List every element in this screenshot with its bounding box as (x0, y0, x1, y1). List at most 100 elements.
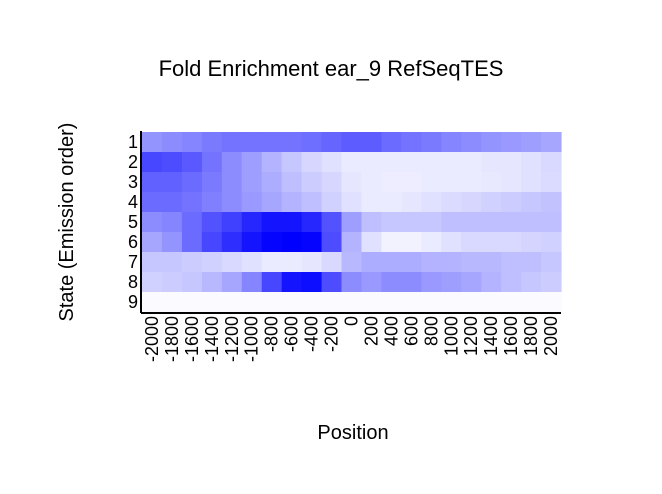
heatmap-cell-r9-c-600 (281, 292, 303, 313)
heatmap-cell-r8-c1000 (441, 272, 462, 293)
heatmap-cell-r8-c-1400 (201, 272, 223, 293)
heatmap-cell-r8-c-800 (261, 272, 283, 293)
heatmap-cell-r2-c-600 (281, 152, 303, 173)
heatmap-cell-r8-c-400 (301, 272, 323, 293)
heatmap-cell-r4-c-1200 (221, 192, 243, 213)
x-tick-label: 2000 (541, 316, 561, 356)
heatmap-cell-r2-c-1200 (221, 152, 243, 173)
heatmap-cell-r5-c-1000 (241, 212, 263, 233)
heatmap-cell-r3-c0 (341, 172, 363, 193)
x-tick-label: -800 (262, 316, 282, 352)
heatmap-cell-r1-c-2000 (142, 132, 163, 153)
heatmap-cell-r9-c600 (401, 292, 422, 313)
heatmap-cell-r5-c200 (361, 212, 383, 233)
heatmap-cell-r6-c-1400 (201, 232, 223, 253)
heatmap-cell-r1-c-1200 (221, 132, 243, 153)
heatmap-cell-r1-c1000 (441, 132, 462, 153)
heatmap-cell-r2-c2000 (541, 152, 562, 173)
heatmap-cell-r5-c1000 (441, 212, 462, 233)
x-tick-label: -1200 (222, 316, 242, 362)
y-tick-label: 9 (128, 292, 138, 312)
heatmap-cell-r4-c400 (381, 192, 402, 213)
heatmap-cell-r6-c400 (381, 232, 402, 253)
heatmap-cell-r8-c0 (341, 272, 363, 293)
heatmap-cell-r1-c-600 (281, 132, 303, 153)
heatmap-cell-r4-c-200 (321, 192, 343, 213)
y-tick-label: 7 (128, 252, 138, 272)
heatmap-cell-r6-c200 (361, 232, 383, 253)
heatmap-cell-r5-c-600 (281, 212, 303, 233)
x-tick-label: 1800 (521, 316, 541, 356)
heatmap-cell-r3-c-1000 (241, 172, 263, 193)
heatmap-cell-r4-c-1000 (241, 192, 263, 213)
heatmap-cell-r8-c2000 (541, 272, 562, 293)
heatmap-cell-r2-c-800 (261, 152, 283, 173)
heatmap-cell-r3-c1400 (481, 172, 502, 193)
x-tick-label: -400 (302, 316, 322, 352)
heatmap-cell-r8-c-2000 (142, 272, 163, 293)
y-tick-label: 2 (128, 152, 138, 172)
heatmap-cell-r9-c-200 (321, 292, 343, 313)
heatmap-cell-r6-c800 (421, 232, 442, 253)
heatmap-cell-r5-c1800 (521, 212, 542, 233)
heatmap-cell-r8-c1400 (481, 272, 502, 293)
heatmap-cell-r8-c200 (361, 272, 383, 293)
x-tick-label: -1000 (242, 316, 262, 362)
heatmap-cell-r4-c2000 (541, 192, 562, 213)
heatmap-cell-r8-c1600 (501, 272, 522, 293)
heatmap-cell-r9-c1600 (501, 292, 522, 313)
y-tick-label: 8 (128, 272, 138, 292)
heatmap-cell-r1-c2000 (541, 132, 562, 153)
y-tick-label: 1 (128, 132, 138, 152)
heatmap-cell-r5-c0 (341, 212, 363, 233)
heatmap-cell-r5-c-1200 (221, 212, 243, 233)
heatmap-cell-r5-c-1600 (181, 212, 203, 233)
heatmap-cell-r5-c1400 (481, 212, 502, 233)
y-axis-label: State (Emission order) (56, 123, 78, 322)
heatmap-cell-r1-c1400 (481, 132, 502, 153)
heatmap-cell-r6-c2000 (541, 232, 562, 253)
heatmap-cell-r9-c-1800 (161, 292, 183, 313)
heatmap-cell-r3-c200 (361, 172, 383, 193)
heatmap-cell-r8-c1200 (461, 272, 482, 293)
heatmap-cell-r6-c-1200 (221, 232, 243, 253)
heatmap-cell-r7-c-800 (261, 252, 283, 273)
heatmap-cell-r3-c-400 (301, 172, 323, 193)
heatmap-cell-r4-c-1800 (161, 192, 183, 213)
heatmap-cell-r6-c1400 (481, 232, 502, 253)
heatmap-cell-r7-c1400 (481, 252, 502, 273)
heatmap-cell-r8-c-600 (281, 272, 303, 293)
heatmap-cell-r1-c-400 (301, 132, 323, 153)
heatmap-cell-r5-c800 (421, 212, 442, 233)
heatmap-cell-r7-c1800 (521, 252, 542, 273)
heatmap-cell-r4-c-1400 (201, 192, 223, 213)
heatmap-cell-r3-c800 (421, 172, 442, 193)
heatmap-cell-r1-c1800 (521, 132, 542, 153)
heatmap-cell-r2-c1400 (481, 152, 502, 173)
heatmap-cell-r5-c1200 (461, 212, 482, 233)
heatmap-cell-r3-c1000 (441, 172, 462, 193)
heatmap-cell-r6-c1000 (441, 232, 462, 253)
x-tick-label: 0 (342, 316, 362, 326)
heatmap-cell-r5-c400 (381, 212, 402, 233)
heatmap-cell-r9-c-1400 (201, 292, 223, 313)
heatmap-cell-r9-c-1200 (221, 292, 243, 313)
heatmap-cell-r7-c0 (341, 252, 363, 273)
heatmap-cell-r9-c400 (381, 292, 402, 313)
heatmap-cell-r2-c1200 (461, 152, 482, 173)
heatmap-cell-r3-c-1800 (161, 172, 183, 193)
heatmap-cell-r4-c-1600 (181, 192, 203, 213)
heatmap-cell-r2-c-1000 (241, 152, 263, 173)
heatmap-cell-r3-c-800 (261, 172, 283, 193)
heatmap-cell-r6-c0 (341, 232, 363, 253)
heatmap-cell-r5-c-400 (301, 212, 323, 233)
x-tick-label: -1600 (182, 316, 202, 362)
heatmap-cell-r4-c600 (401, 192, 422, 213)
heatmap-cell-r9-c1200 (461, 292, 482, 313)
heatmap-cell-r1-c800 (421, 132, 442, 153)
heatmap-cell-r6-c600 (401, 232, 422, 253)
heatmap-cell-r8-c600 (401, 272, 422, 293)
heatmap-cell-r2-c1000 (441, 152, 462, 173)
